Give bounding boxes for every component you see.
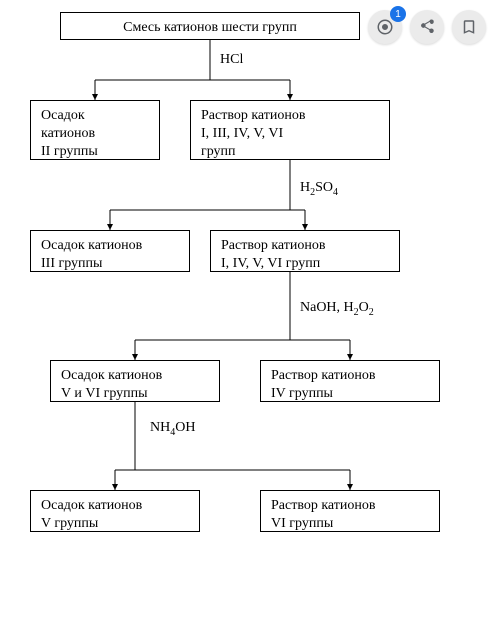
node-precipitate-group5: Осадок катионов V группы	[30, 490, 200, 532]
node-precipitate-group2: Осадок катионов II группы	[30, 100, 160, 160]
reagent-h2so4: H2SO4	[300, 180, 338, 198]
reagent-nh4oh: NH4OH	[150, 420, 195, 438]
node-precipitate-group3: Осадок катионов III группы	[30, 230, 190, 272]
reagent-naoh-h2o2: NaOH, H2O2	[300, 300, 374, 318]
node-solution-groups-1-3-4-5-6: Раствор катионов I, III, IV, V, VI групп	[190, 100, 390, 160]
share-button[interactable]	[410, 10, 444, 44]
flowchart-edges	[0, 0, 500, 636]
node-root: Смесь катионов шести групп	[60, 12, 360, 40]
lens-button[interactable]: 1	[368, 10, 402, 44]
node-solution-group6: Раствор катионов VI группы	[260, 490, 440, 532]
node-solution-groups-1-4-5-6: Раствор катионов I, IV, V, VI групп	[210, 230, 400, 272]
reagent-hcl: HCl	[220, 52, 243, 68]
flowchart-diagram: Смесь катионов шести групп Осадок катион…	[0, 0, 500, 636]
bookmark-button[interactable]	[452, 10, 486, 44]
bookmark-icon	[460, 18, 478, 36]
node-solution-group4: Раствор катионов IV группы	[260, 360, 440, 402]
lens-icon	[376, 18, 394, 36]
share-icon	[418, 18, 436, 36]
lens-badge: 1	[390, 6, 406, 22]
node-precipitate-groups-5-6: Осадок катионов V и VI группы	[50, 360, 220, 402]
